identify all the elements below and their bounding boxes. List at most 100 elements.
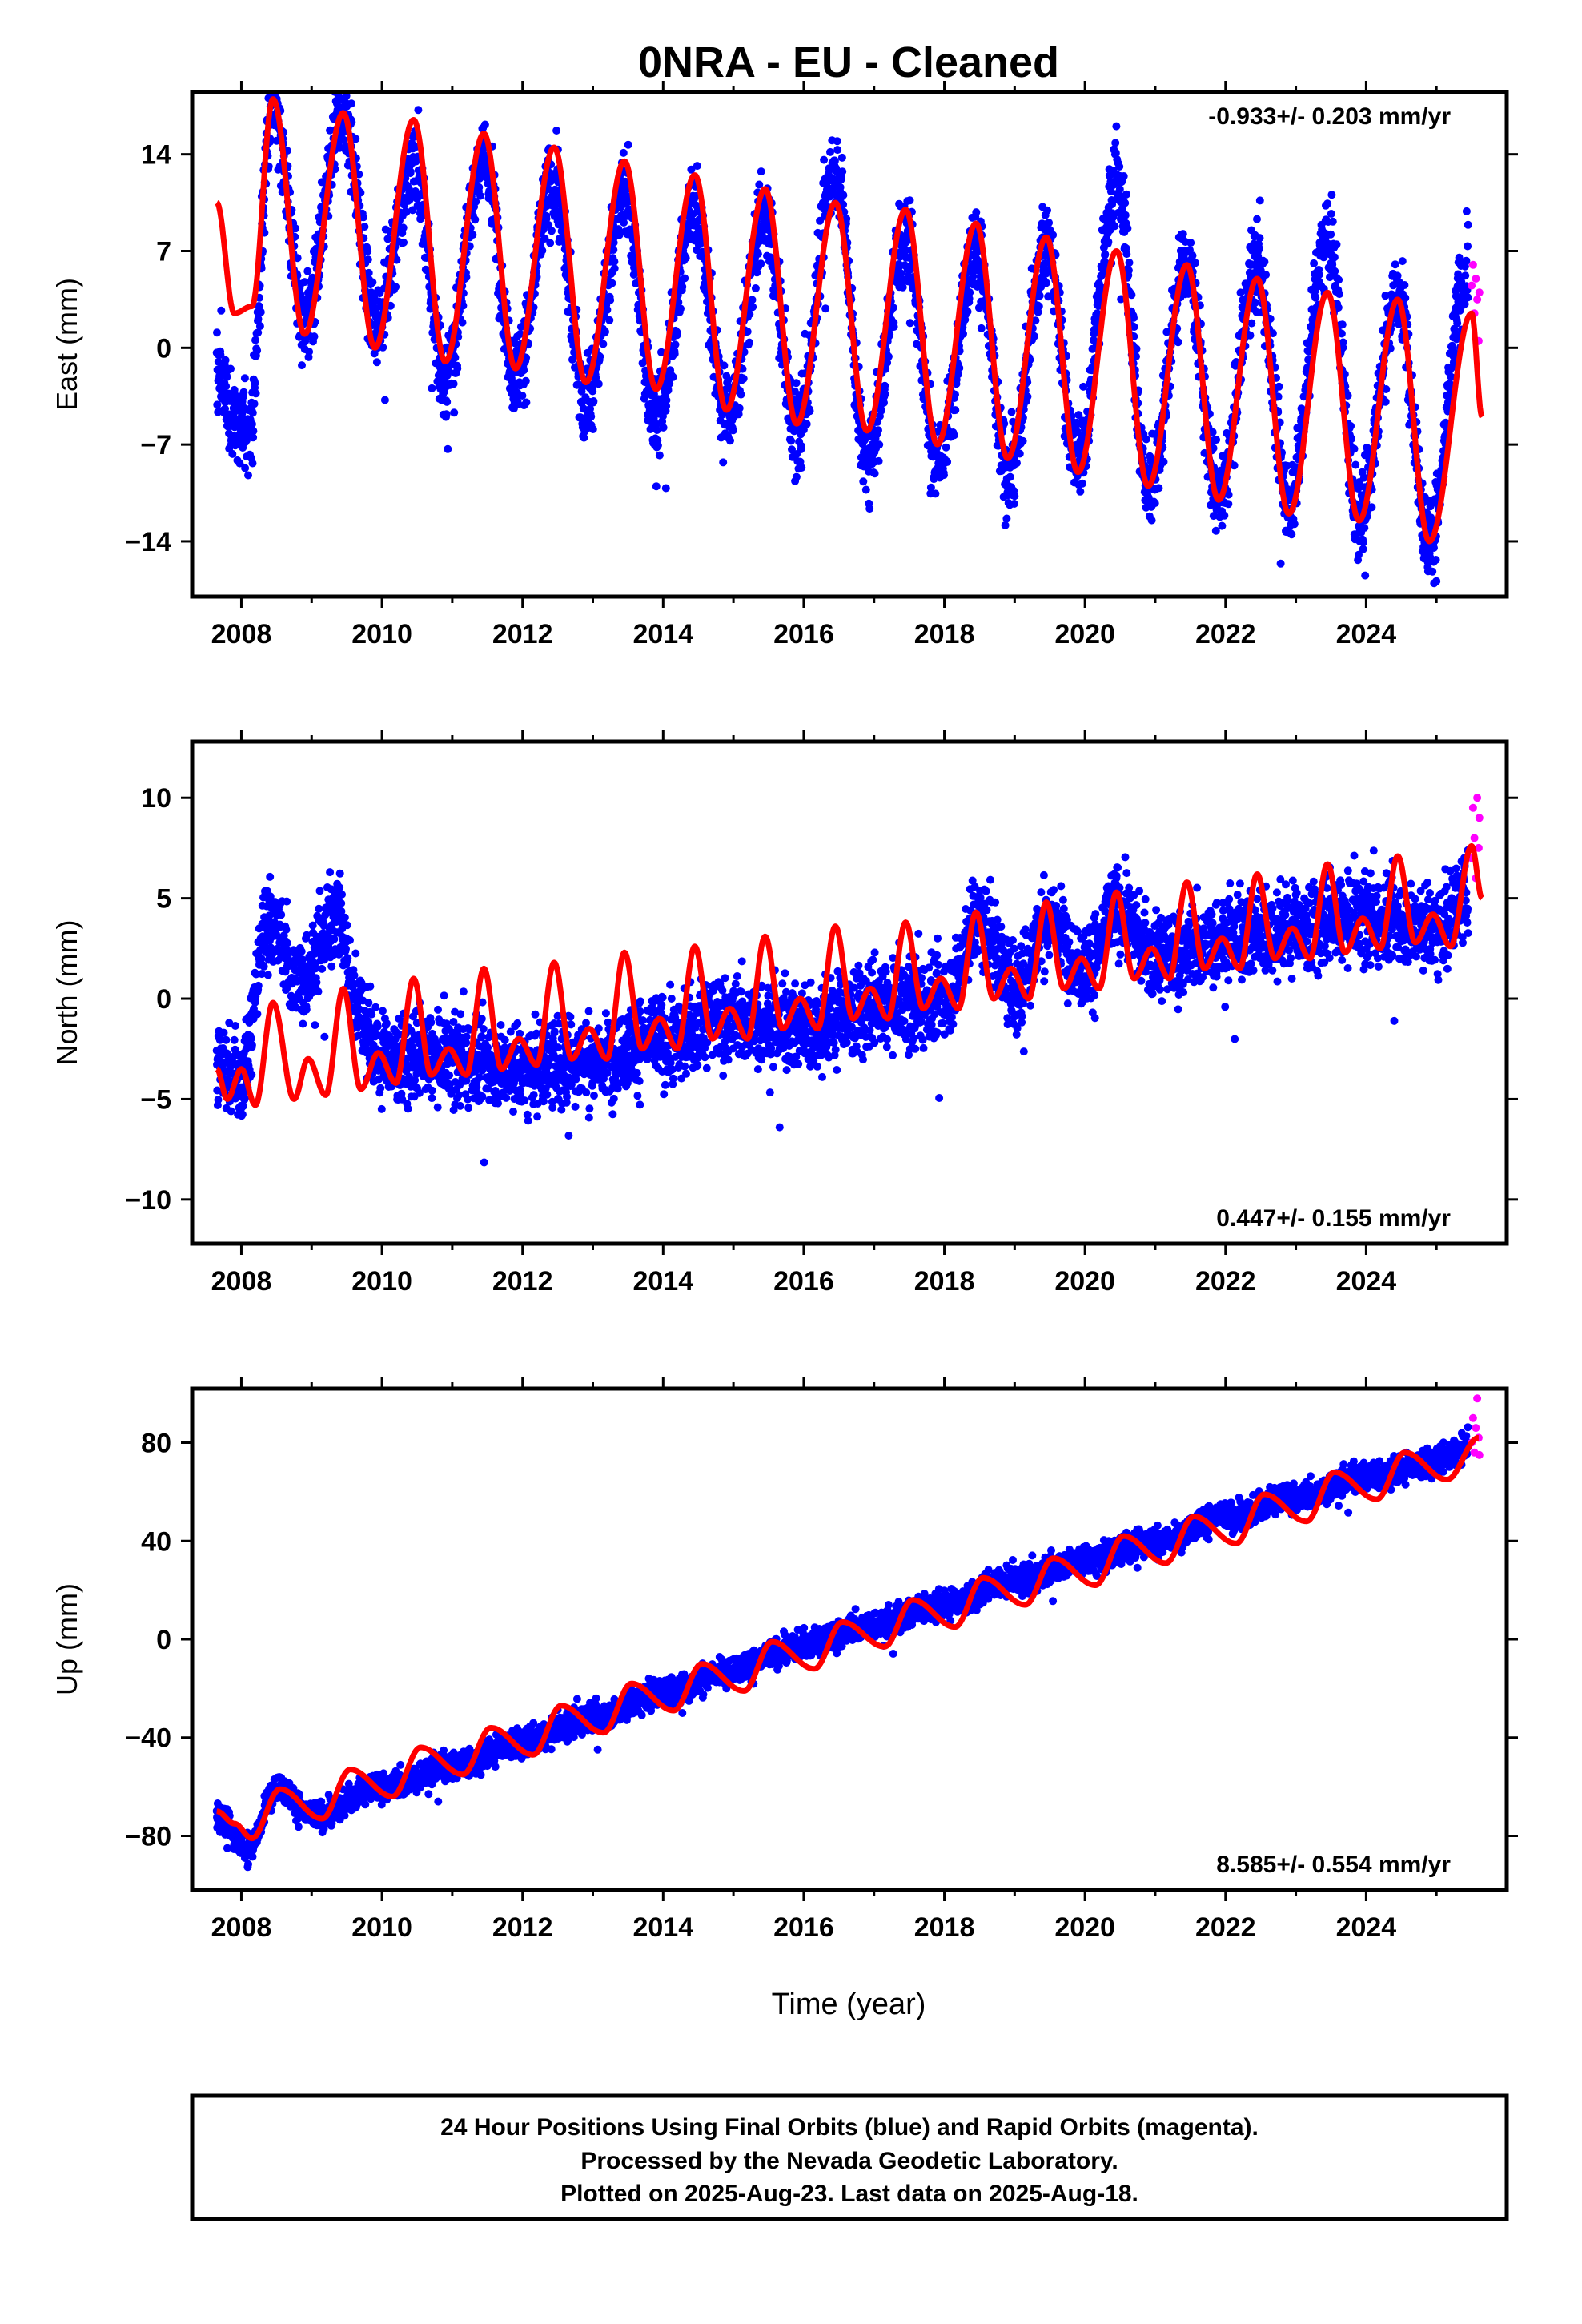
east-final-point	[1401, 294, 1410, 302]
east-final-point	[1431, 556, 1440, 564]
east-final-point	[599, 340, 608, 348]
east-final-point	[603, 305, 612, 314]
east-final-point	[402, 207, 411, 216]
east-y-tick-label: −14	[125, 527, 171, 557]
east-rapid-point	[1472, 275, 1480, 283]
east-final-point	[669, 372, 677, 381]
east-final-point	[1462, 256, 1471, 265]
east-x-tick-label: 2020	[1054, 619, 1115, 649]
east-final-point	[861, 485, 870, 494]
east-final-point	[399, 223, 408, 232]
north-final-point	[227, 1107, 235, 1116]
east-final-point	[249, 427, 258, 436]
east-final-point	[335, 143, 344, 152]
east-final-point	[548, 227, 556, 235]
east-final-point	[267, 77, 275, 85]
east-final-point	[1381, 397, 1390, 406]
east-final-point	[450, 408, 459, 417]
north-final-point	[266, 872, 275, 881]
east-final-point	[588, 387, 597, 396]
east-final-point	[1220, 511, 1229, 520]
east-final-point	[608, 279, 616, 287]
east-final-point	[1428, 567, 1437, 576]
east-final-point	[874, 456, 883, 465]
east-final-point	[753, 250, 762, 259]
north-final-point	[231, 1022, 239, 1030]
east-final-point	[1276, 559, 1285, 568]
east-final-point	[940, 471, 948, 480]
east-final-point	[1104, 238, 1113, 246]
east-final-point	[310, 332, 319, 341]
east-x-tick-label: 2024	[1336, 619, 1397, 649]
east-final-point	[1119, 172, 1128, 180]
east-final-point	[1391, 260, 1399, 269]
east-final-point	[428, 384, 436, 392]
east-final-point	[267, 58, 275, 66]
east-final-point	[674, 298, 683, 307]
north-final-point	[253, 1010, 262, 1019]
east-final-point	[1330, 253, 1339, 262]
east-final-point	[665, 379, 674, 388]
east-final-point	[351, 135, 360, 143]
east-final-point	[406, 167, 415, 176]
east-final-point	[305, 348, 314, 356]
north-final-point	[247, 1070, 256, 1079]
east-final-point	[522, 398, 531, 407]
east-final-point	[1351, 460, 1360, 469]
east-final-point	[653, 441, 662, 450]
east-final-point	[662, 402, 671, 410]
east-final-point	[379, 343, 387, 352]
east-plot-area	[190, 58, 1509, 599]
east-x-tick-label: 2014	[632, 619, 693, 649]
east-final-point	[1076, 487, 1085, 496]
east-final-point	[340, 75, 348, 83]
east-final-point	[1311, 293, 1320, 302]
east-final-point	[1275, 382, 1283, 391]
east-final-point	[1174, 338, 1182, 347]
east-final-point	[1159, 457, 1168, 466]
east-final-point	[839, 191, 848, 199]
east-final-point	[1112, 122, 1121, 131]
east-final-point	[1359, 538, 1367, 547]
east-final-point	[1432, 577, 1441, 585]
east-final-point	[1045, 219, 1054, 227]
east-final-point	[592, 373, 600, 382]
east-final-point	[720, 361, 729, 370]
east-final-point	[475, 183, 484, 191]
east-final-point	[1018, 436, 1027, 445]
east-final-point	[615, 231, 624, 239]
east-final-point	[372, 358, 381, 367]
east-final-point	[966, 288, 974, 297]
north-plot-area	[190, 739, 1509, 1246]
east-final-point	[792, 379, 801, 388]
east-final-point	[1013, 459, 1021, 468]
east-x-tick-label: 2016	[773, 619, 834, 649]
east-final-point	[870, 469, 879, 478]
east-final-point	[1464, 220, 1472, 229]
east-final-point	[1111, 139, 1120, 147]
east-final-point	[836, 183, 845, 191]
east-final-point	[228, 449, 237, 458]
east-final-point	[256, 308, 265, 316]
east-final-point	[1015, 449, 1024, 458]
east-final-point	[977, 324, 986, 332]
east-y-tick-label: 14	[141, 140, 171, 171]
east-final-point	[606, 296, 615, 304]
east-final-point	[826, 147, 834, 156]
east-final-point	[217, 306, 226, 315]
north-final-point	[263, 971, 272, 979]
east-final-point	[347, 99, 355, 108]
east-final-point	[661, 484, 670, 493]
east-final-point	[1315, 271, 1323, 279]
east-final-point	[359, 213, 367, 222]
east-x-tick-label: 2012	[492, 619, 553, 649]
east-final-point	[905, 196, 914, 205]
east-final-point	[719, 458, 728, 467]
east-final-point	[757, 167, 765, 176]
east-final-point	[1191, 259, 1199, 267]
east-final-point	[471, 215, 480, 224]
east-final-point	[239, 388, 248, 396]
east-final-point	[693, 162, 701, 171]
east-final-point	[1122, 250, 1131, 259]
east-final-point	[380, 396, 389, 404]
